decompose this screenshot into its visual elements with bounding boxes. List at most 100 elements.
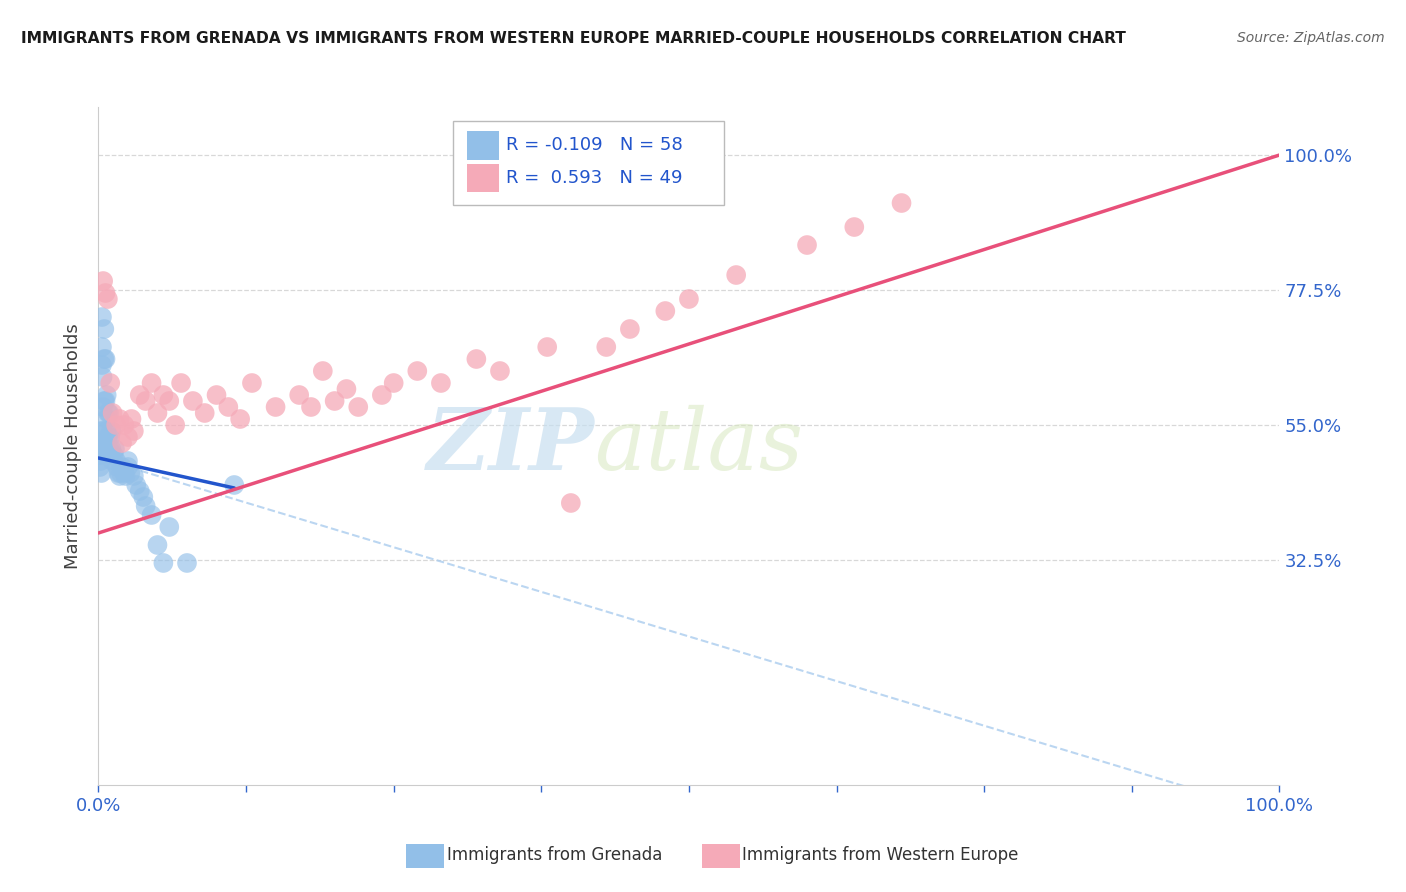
Point <box>725 268 748 282</box>
Point <box>299 400 322 414</box>
Point <box>654 304 676 318</box>
Text: Source: ZipAtlas.com: Source: ZipAtlas.com <box>1237 31 1385 45</box>
Point <box>157 394 180 409</box>
Point <box>90 436 112 450</box>
Point <box>98 430 121 444</box>
Point <box>176 556 198 570</box>
Point <box>93 322 115 336</box>
Point <box>157 520 180 534</box>
Text: ZIP: ZIP <box>426 404 595 488</box>
Point <box>146 406 169 420</box>
Point <box>97 292 120 306</box>
Point <box>229 412 252 426</box>
Point <box>128 483 150 498</box>
Point <box>678 292 700 306</box>
Point <box>108 412 131 426</box>
Point <box>89 442 111 456</box>
Point <box>122 424 145 438</box>
Point <box>91 340 114 354</box>
Point <box>890 196 912 211</box>
Point <box>560 496 582 510</box>
Point <box>117 430 139 444</box>
Point <box>114 469 136 483</box>
Point <box>224 478 246 492</box>
Point <box>96 412 118 426</box>
Point <box>382 376 405 390</box>
Point <box>91 274 114 288</box>
Point <box>141 376 163 390</box>
Point <box>112 466 135 480</box>
Point <box>89 460 111 475</box>
Point <box>100 442 122 456</box>
Point <box>217 400 239 414</box>
FancyBboxPatch shape <box>467 164 499 193</box>
Point <box>141 508 163 522</box>
Point <box>91 436 114 450</box>
Point <box>323 394 346 409</box>
Point <box>91 442 114 456</box>
Point <box>536 340 558 354</box>
Text: R =  0.593   N = 49: R = 0.593 N = 49 <box>506 169 682 186</box>
Point <box>135 394 157 409</box>
Point <box>91 424 114 438</box>
Point <box>152 556 174 570</box>
Point <box>91 370 114 384</box>
Point <box>489 364 512 378</box>
Text: atlas: atlas <box>595 405 804 487</box>
Point <box>128 388 150 402</box>
Point <box>335 382 357 396</box>
Point <box>105 454 128 468</box>
Point <box>91 358 114 372</box>
Point <box>107 466 129 480</box>
Point <box>89 448 111 462</box>
Point <box>181 394 204 409</box>
Point <box>595 340 617 354</box>
Point <box>465 351 488 366</box>
Point <box>90 466 112 480</box>
Point <box>90 454 112 468</box>
Point <box>98 406 121 420</box>
Point <box>165 417 187 432</box>
Point <box>132 490 155 504</box>
Point <box>94 285 117 300</box>
Point <box>97 406 120 420</box>
Point <box>96 388 118 402</box>
Point <box>89 436 111 450</box>
Point <box>97 430 120 444</box>
Point <box>96 424 118 438</box>
Point <box>170 376 193 390</box>
Point <box>312 364 335 378</box>
Point <box>108 469 131 483</box>
Point <box>122 469 145 483</box>
Point <box>152 388 174 402</box>
Point <box>105 460 128 475</box>
Point <box>111 436 134 450</box>
Point <box>264 400 287 414</box>
Point <box>371 388 394 402</box>
Point <box>91 400 114 414</box>
Point <box>98 442 121 456</box>
Point <box>110 466 132 480</box>
Point <box>105 417 128 432</box>
Text: IMMIGRANTS FROM GRENADA VS IMMIGRANTS FROM WESTERN EUROPE MARRIED-COUPLE HOUSEHO: IMMIGRANTS FROM GRENADA VS IMMIGRANTS FR… <box>21 31 1126 46</box>
Y-axis label: Married-couple Households: Married-couple Households <box>65 323 83 569</box>
FancyBboxPatch shape <box>453 120 724 205</box>
Point <box>619 322 641 336</box>
Point <box>90 448 112 462</box>
Point <box>205 388 228 402</box>
Point <box>406 364 429 378</box>
Point <box>100 424 122 438</box>
Point <box>93 394 115 409</box>
Point <box>94 351 117 366</box>
Point <box>91 310 114 324</box>
Point <box>117 460 139 475</box>
Point <box>796 238 818 252</box>
Point <box>98 376 121 390</box>
FancyBboxPatch shape <box>467 131 499 160</box>
Text: Immigrants from Western Europe: Immigrants from Western Europe <box>742 847 1019 864</box>
Point <box>844 220 866 235</box>
Point <box>240 376 263 390</box>
Point <box>430 376 453 390</box>
Text: R = -0.109   N = 58: R = -0.109 N = 58 <box>506 136 683 154</box>
Point <box>94 394 117 409</box>
